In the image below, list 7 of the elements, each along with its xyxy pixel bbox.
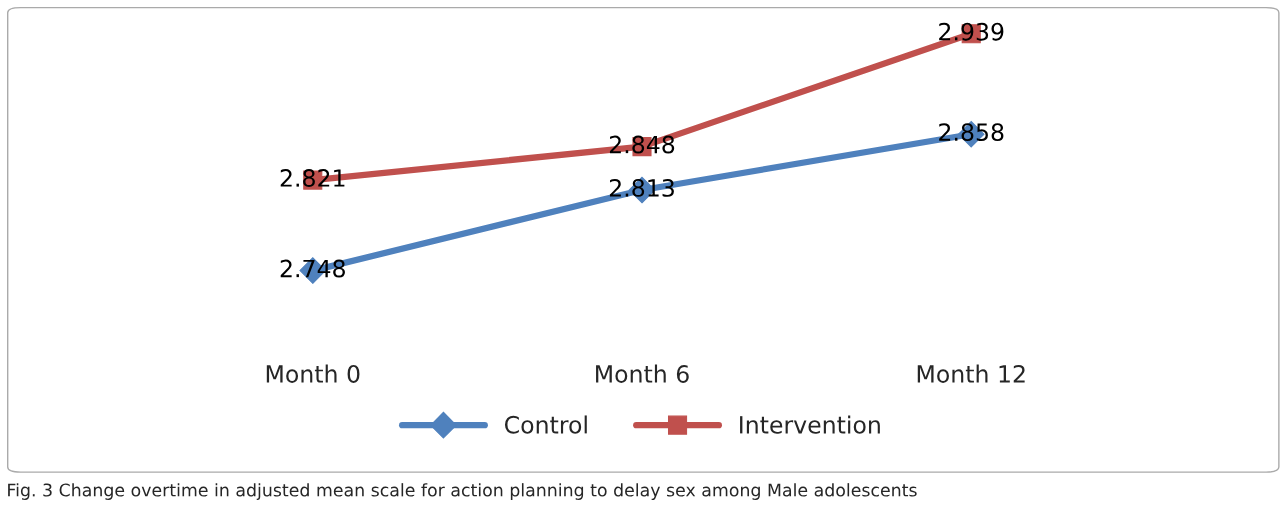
data-label: 2.748 [280,259,345,278]
x-tick-label: Month 6 [596,364,689,383]
x-tick-label: Month 12 [917,364,1025,383]
caption: Fig. 3 Change overtime in adjusted mean scale for action planning to delay sex among Male adolescents [8,483,917,500]
legend-label: Intervention [740,415,880,434]
x-tick-label: Month 0 [266,364,360,383]
legend-label: Control [504,415,587,434]
